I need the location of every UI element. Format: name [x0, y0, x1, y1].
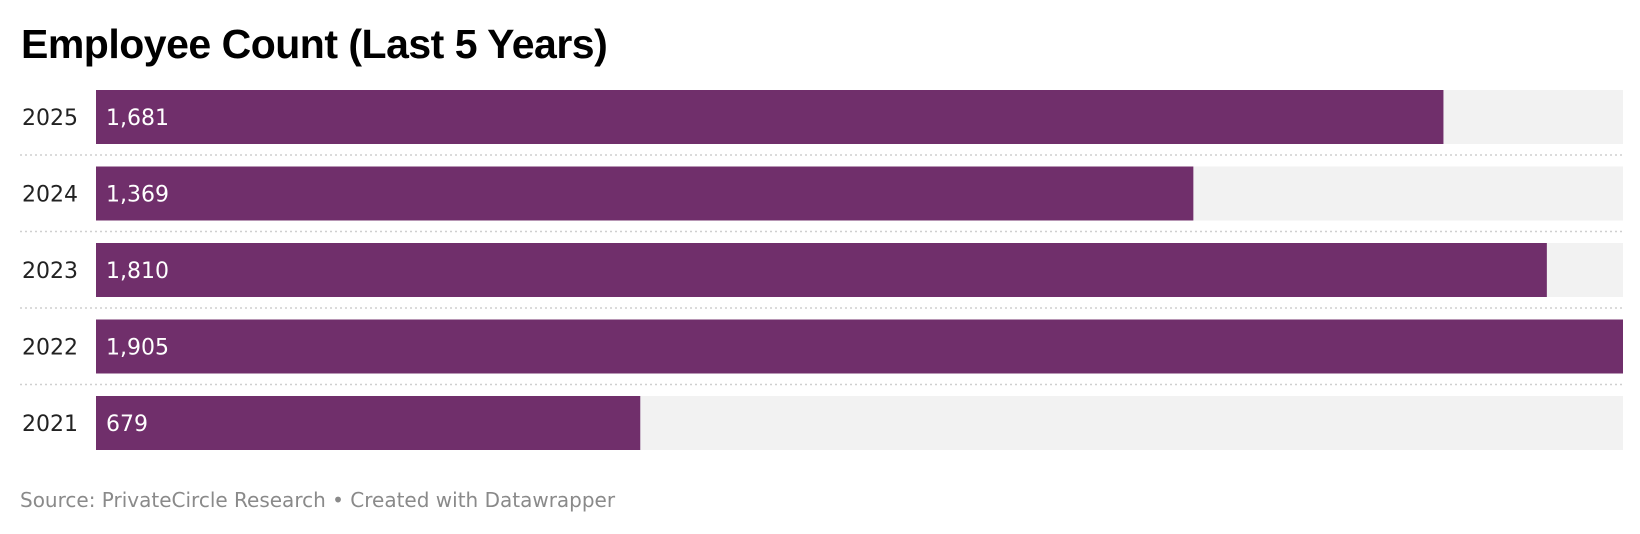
value-label: 1,681 — [106, 106, 169, 131]
bar — [96, 90, 1444, 144]
category-label: 2021 — [22, 412, 78, 437]
value-label: 1,369 — [106, 183, 169, 208]
bar — [96, 319, 1623, 374]
chart-title: Employee Count (Last 5 Years) — [21, 21, 608, 67]
value-label: 1,810 — [106, 259, 169, 284]
category-label: 2024 — [22, 183, 78, 208]
chart-source: Source: PrivateCircle Research • Created… — [20, 488, 616, 512]
value-label: 1,905 — [106, 336, 169, 361]
category-label: 2025 — [22, 106, 78, 131]
bar — [96, 166, 1194, 221]
value-label: 679 — [106, 412, 148, 437]
category-label: 2022 — [22, 336, 78, 361]
bar — [96, 243, 1547, 297]
category-label: 2023 — [22, 259, 78, 284]
bar — [96, 396, 641, 450]
